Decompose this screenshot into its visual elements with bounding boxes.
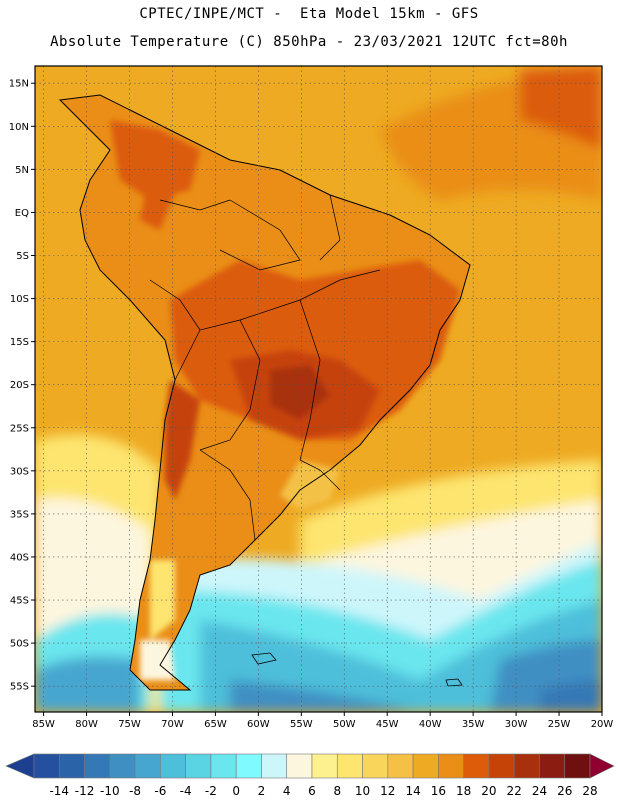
lon-tick-label: 40W xyxy=(419,719,442,730)
colorbar-swatch xyxy=(488,753,515,779)
lat-tick-label: 50S xyxy=(10,639,29,650)
colorbar-label: -2 xyxy=(205,784,217,798)
colorbar-label: 24 xyxy=(532,784,547,798)
colorbar-label: 12 xyxy=(380,784,395,798)
colorbar-label: -14 xyxy=(49,784,69,798)
lat-tick-label: 5S xyxy=(16,251,29,262)
lat-tick-label: 55S xyxy=(10,682,29,693)
colorbar-swatch xyxy=(210,753,237,779)
colorbar-swatch xyxy=(336,753,363,779)
colorbar-swatch xyxy=(564,753,591,779)
lat-tick-label: 30S xyxy=(10,466,29,477)
colorbar-label: 14 xyxy=(405,784,420,798)
lon-tick-label: 50W xyxy=(333,719,356,730)
colorbar-label: 20 xyxy=(481,784,496,798)
lon-tick-label: 30W xyxy=(505,719,528,730)
lon-tick-label: 85W xyxy=(32,719,55,730)
colorbar-low-arrow xyxy=(5,753,35,779)
lat-tick-label: 15S xyxy=(10,337,29,348)
colorbar-label: 22 xyxy=(507,784,522,798)
coastline xyxy=(58,94,471,691)
colorbar-swatch xyxy=(58,753,85,779)
lat-tick-label: 45S xyxy=(10,596,29,607)
colorbar-swatch xyxy=(539,753,566,779)
colorbar-label: 8 xyxy=(333,784,341,798)
colorbar-label: 6 xyxy=(308,784,316,798)
colorbar-label: -6 xyxy=(154,784,166,798)
colorbar-swatch xyxy=(412,753,439,779)
map-title-line1: CPTEC/INPE/MCT - Eta Model 15km - GFS xyxy=(139,6,479,22)
lat-tick-label: 15N xyxy=(9,79,29,90)
colorbar-label: 2 xyxy=(258,784,266,798)
colorbar-swatch xyxy=(33,753,60,779)
colorbar-swatch xyxy=(311,753,338,779)
lon-tick-label: 20W xyxy=(591,719,614,730)
colorbar-swatch xyxy=(438,753,464,779)
lat-tick-label: 5N xyxy=(15,165,29,176)
colorbar-label: 10 xyxy=(355,784,370,798)
latitude-axis: 15N 10N 5N EQ 5S 10S 15S 20S 25S 30S 35S 40S 45S 50S 5… xyxy=(9,79,35,693)
colorbar-label: -8 xyxy=(129,784,141,798)
lon-tick-label: 80W xyxy=(75,719,98,730)
colorbar-label: -10 xyxy=(100,784,120,798)
colorbar-high-arrow xyxy=(589,753,615,779)
map-frame xyxy=(34,65,603,713)
colorbar-swatch xyxy=(387,753,414,779)
colorbar-swatch xyxy=(362,753,389,779)
lon-tick-label: 60W xyxy=(247,719,270,730)
lat-tick-label: EQ xyxy=(15,208,29,219)
country-borders xyxy=(149,194,381,541)
map-title-line2: Absolute Temperature (C) 850hPa - 23/03/… xyxy=(50,34,568,50)
lat-tick-label: 10N xyxy=(9,122,29,133)
lon-tick-label: 55W xyxy=(290,719,313,730)
colorbar-label: 4 xyxy=(283,784,291,798)
colorbar-label: -12 xyxy=(75,784,95,798)
colorbar-label: 18 xyxy=(456,784,471,798)
lat-tick-label: 20S xyxy=(10,380,29,391)
temperature-field xyxy=(35,66,602,712)
lon-tick-label: 65W xyxy=(204,719,227,730)
lat-tick-label: 35S xyxy=(10,509,29,520)
colorbar-swatch xyxy=(286,753,313,779)
colorbar-label: 16 xyxy=(431,784,446,798)
colorbar-swatch xyxy=(463,753,490,779)
graticule xyxy=(35,66,602,712)
colorbar-swatch xyxy=(134,753,161,779)
lon-tick-label: 35W xyxy=(462,719,485,730)
colorbar-label: -4 xyxy=(180,784,192,798)
lon-tick-label: 25W xyxy=(548,719,571,730)
colorbar-swatch xyxy=(160,753,186,779)
lon-tick-label: 45W xyxy=(376,719,399,730)
lat-tick-label: 40S xyxy=(10,552,29,563)
temperature-colorbar: -14 -12 -10 -8 -6 -4 -2 0 2 4 6 8 10 12 14 16 18 20 22 24 26… xyxy=(5,753,615,798)
lat-tick-label: 25S xyxy=(10,423,29,434)
colorbar-label: 28 xyxy=(582,784,597,798)
lon-tick-label: 70W xyxy=(161,719,184,730)
colorbar-swatch xyxy=(235,753,262,779)
colorbar-label: 0 xyxy=(232,784,240,798)
lat-tick-label: 10S xyxy=(10,294,29,305)
longitude-axis: 85W 80W 75W 70W 65W 60W 55W 50W 45W 40W 35W 30W 25W 2… xyxy=(32,712,613,730)
lon-tick-label: 75W xyxy=(118,719,141,730)
colorbar-swatch xyxy=(513,753,540,779)
colorbar-swatch xyxy=(185,753,212,779)
colorbar-swatch xyxy=(84,753,111,779)
colorbar-swatch xyxy=(261,753,288,779)
colorbar-swatch xyxy=(109,753,136,779)
colorbar-label: 26 xyxy=(557,784,572,798)
